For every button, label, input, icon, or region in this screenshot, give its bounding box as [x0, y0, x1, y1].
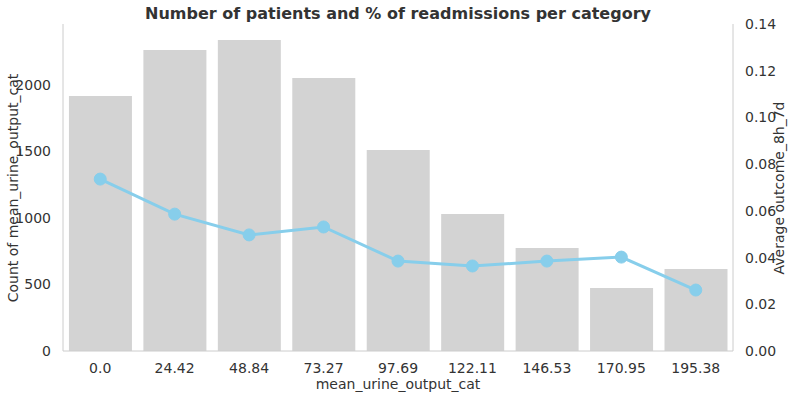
svg-text:195.38: 195.38: [671, 360, 720, 376]
svg-text:0.06: 0.06: [745, 203, 776, 219]
svg-text:73.27: 73.27: [304, 360, 344, 376]
svg-text:0.12: 0.12: [745, 63, 776, 79]
svg-text:Number of patients and % of re: Number of patients and % of readmissions…: [145, 4, 651, 23]
svg-text:24.42: 24.42: [155, 360, 195, 376]
svg-text:0.04: 0.04: [745, 250, 776, 266]
svg-text:mean_urine_output_cat: mean_urine_output_cat: [316, 376, 481, 392]
svg-text:170.95: 170.95: [597, 360, 646, 376]
svg-text:97.69: 97.69: [378, 360, 418, 376]
svg-text:Average outcome_8h_7d: Average outcome_8h_7d: [771, 102, 784, 275]
svg-text:146.53: 146.53: [522, 360, 571, 376]
svg-text:0: 0: [42, 343, 51, 359]
svg-text:1000: 1000: [15, 210, 51, 226]
svg-text:0.10: 0.10: [745, 109, 776, 125]
svg-text:500: 500: [24, 276, 51, 292]
svg-text:0.02: 0.02: [745, 296, 776, 312]
svg-text:0.08: 0.08: [745, 156, 776, 172]
svg-text:48.84: 48.84: [229, 360, 269, 376]
svg-text:122.11: 122.11: [448, 360, 497, 376]
svg-text:0.14: 0.14: [745, 16, 776, 32]
svg-text:Count of mean_urine_output_cat: Count of mean_urine_output_cat: [8, 73, 21, 302]
svg-text:0.00: 0.00: [745, 343, 776, 359]
svg-text:0.0: 0.0: [89, 360, 111, 376]
svg-text:2000: 2000: [15, 77, 51, 93]
svg-text:1500: 1500: [15, 143, 51, 159]
